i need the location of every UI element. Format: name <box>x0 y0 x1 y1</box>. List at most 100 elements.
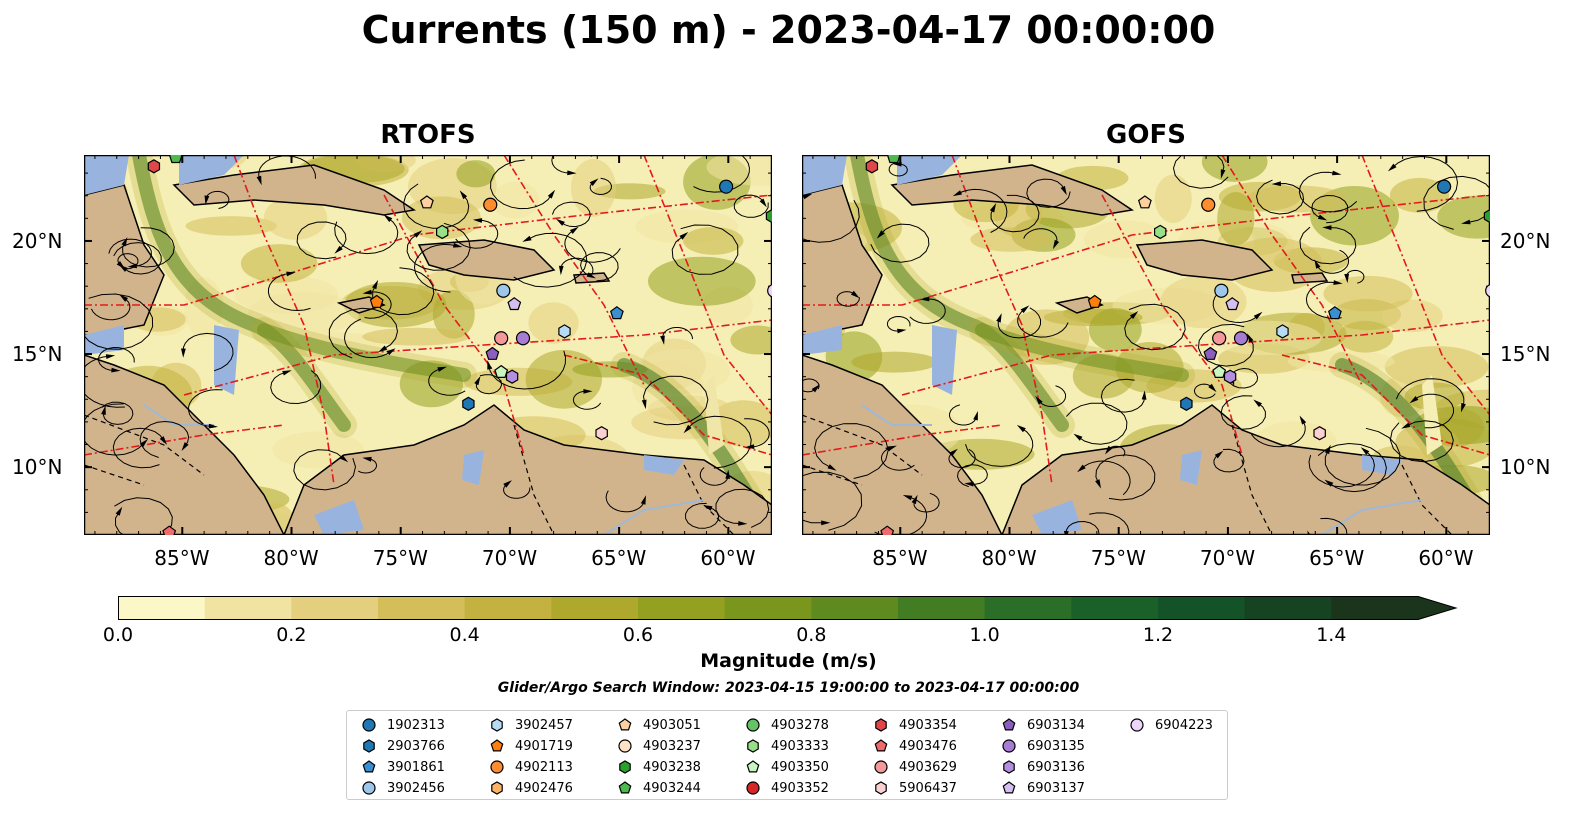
panel-title-gofs: GOFS <box>1106 120 1186 150</box>
legend-label: 4901719 <box>515 738 573 754</box>
circle-marker-icon-shape[interactable] <box>1002 739 1016 753</box>
pentagon-marker-icon-shape[interactable] <box>618 718 632 731</box>
platform-6903134-marker[interactable] <box>1203 346 1218 360</box>
platform-4903350-marker[interactable] <box>494 364 509 378</box>
platform-4903051-marker[interactable] <box>1137 195 1152 209</box>
platform-4903051-marker[interactable] <box>419 195 434 209</box>
legend-item-4902476: 4902476 <box>489 778 573 798</box>
colorbar-tick-label: 1.4 <box>1316 624 1347 646</box>
platform-3902456-marker[interactable] <box>1214 283 1229 298</box>
rtofs-xtick-label: 65°W <box>591 546 647 570</box>
platform-4902113-marker[interactable] <box>483 197 498 212</box>
platform-4903244-marker[interactable] <box>886 150 901 164</box>
circle-marker-icon-shape[interactable] <box>618 739 632 753</box>
platform-1902313-marker[interactable] <box>719 179 734 194</box>
pentagon-marker-icon-shape[interactable] <box>874 739 888 752</box>
colorbar-tick-label: 0.6 <box>622 624 654 646</box>
circle-marker-icon <box>362 718 376 732</box>
legend-item-6903137: 6903137 <box>1001 778 1085 798</box>
legend-item-3902457: 3902457 <box>489 715 573 735</box>
map-panel-gofs[interactable] <box>763 141 1544 551</box>
gofs-map-canvas <box>763 141 1544 551</box>
platform-6903136-marker[interactable] <box>1223 369 1237 384</box>
hexagon-marker-icon-shape[interactable] <box>747 739 759 753</box>
hexagon-marker-icon-shape[interactable] <box>1003 760 1015 774</box>
platform-4903354-marker[interactable] <box>147 159 161 174</box>
legend-label: 4903352 <box>771 780 829 796</box>
legend-label: 4902113 <box>515 759 573 775</box>
circle-marker-icon-shape[interactable] <box>746 781 760 795</box>
platform-1902313-marker[interactable] <box>1437 179 1452 194</box>
colorbar-segment <box>204 596 292 620</box>
pentagon-marker-icon-shape[interactable] <box>490 739 504 752</box>
platform-3902456-marker[interactable] <box>496 283 511 298</box>
circle-marker-icon-shape[interactable] <box>362 781 376 795</box>
colorbar-segment <box>811 596 899 620</box>
hexagon-marker-icon-shape[interactable] <box>875 781 887 795</box>
platform-4901719-marker[interactable] <box>1087 294 1102 308</box>
pentagon-marker-icon-shape[interactable] <box>1002 781 1016 794</box>
colorbar-segment <box>291 596 379 620</box>
eez-boundaries <box>83 154 773 486</box>
hexagon-marker-icon-shape[interactable] <box>491 781 503 795</box>
platform-3901861-marker[interactable] <box>609 306 624 320</box>
platform-3902457-marker[interactable] <box>558 324 571 339</box>
platform-3902457-marker[interactable] <box>1276 324 1289 339</box>
map-panel-rtofs[interactable] <box>71 140 821 552</box>
platform-6903135-marker[interactable] <box>515 331 531 346</box>
platform-4903354-marker[interactable] <box>865 159 879 174</box>
legend-item-4901719: 4901719 <box>489 736 573 756</box>
hexagon-marker-icon-shape[interactable] <box>619 760 631 774</box>
platform-6903134-marker[interactable] <box>485 346 500 360</box>
panel-title-rtofs: RTOFS <box>380 120 476 150</box>
platform-3901861-marker[interactable] <box>1327 306 1342 320</box>
legend-label: 4903350 <box>771 759 829 775</box>
hexagon-marker-icon-shape[interactable] <box>491 718 503 732</box>
platform-2903766-marker[interactable] <box>462 396 475 411</box>
pentagon-marker-icon-shape[interactable] <box>1002 718 1016 731</box>
colorbar-segment <box>724 596 812 620</box>
pentagon-marker-icon-shape[interactable] <box>362 760 376 773</box>
circle-marker-icon-shape[interactable] <box>746 718 760 732</box>
platform-4903350-marker[interactable] <box>1212 364 1227 378</box>
platform-4901719-marker[interactable] <box>369 294 384 308</box>
hexagon-marker-icon-shape[interactable] <box>875 718 887 732</box>
platform-5906437-marker[interactable] <box>1313 426 1326 441</box>
hexagon-marker-icon <box>491 781 503 795</box>
colorbar-segment <box>1244 596 1332 620</box>
platform-4903333-marker[interactable] <box>436 224 449 240</box>
circle-marker-icon-shape[interactable] <box>1130 718 1144 732</box>
platform-4903333-marker[interactable] <box>1154 224 1167 240</box>
platform-4902113-marker[interactable] <box>1201 197 1216 212</box>
pentagon-marker-icon-shape[interactable] <box>618 781 632 794</box>
circle-marker-icon <box>1002 739 1016 753</box>
search-window-text: Glider/Argo Search Window: 2023-04-15 19… <box>497 680 1080 696</box>
platform-5906437-marker[interactable] <box>595 426 608 441</box>
map-frame-ticks <box>802 155 1491 536</box>
platform-4903629-marker[interactable] <box>1212 331 1227 346</box>
pentagon-marker-icon <box>490 739 504 752</box>
hexagon-marker-icon-shape[interactable] <box>363 739 375 753</box>
platform-6903136-marker[interactable] <box>505 369 519 384</box>
rtofs-xtick-label: 85°W <box>154 546 210 570</box>
gofs-xtick-label: 60°W <box>1418 546 1474 570</box>
legend-label: 4903354 <box>899 717 957 733</box>
pentagon-marker-icon-shape[interactable] <box>746 760 760 773</box>
legend-item-4903629: 4903629 <box>873 757 957 777</box>
platform-2903766-marker[interactable] <box>1180 396 1193 411</box>
circle-marker-icon-shape[interactable] <box>490 760 504 774</box>
legend-item-4903352: 4903352 <box>745 778 829 798</box>
platform-4903244-marker[interactable] <box>168 150 183 164</box>
legend-label: 2903766 <box>387 738 445 754</box>
platform-6903137-marker[interactable] <box>1225 297 1240 311</box>
colorbar-segment <box>118 596 206 620</box>
platform-6903137-marker[interactable] <box>507 297 522 311</box>
legend-item-4903333: 4903333 <box>745 736 829 756</box>
platform-6903135-marker[interactable] <box>1233 331 1249 346</box>
legend-item-4903476: 4903476 <box>873 736 957 756</box>
circle-marker-icon-shape[interactable] <box>874 760 888 774</box>
legend-label: 6903137 <box>1027 780 1085 796</box>
circle-marker-icon-shape[interactable] <box>362 718 376 732</box>
rtofs-ytick-label: 15°N <box>12 342 63 367</box>
platform-4903629-marker[interactable] <box>494 331 509 346</box>
